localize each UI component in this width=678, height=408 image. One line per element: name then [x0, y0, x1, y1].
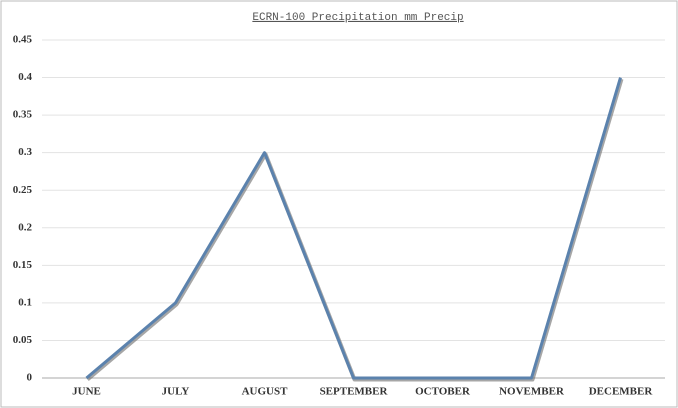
y-tick-label: 0.05 — [13, 334, 33, 346]
y-tick-label: 0.1 — [18, 296, 32, 308]
y-tick-label: 0.4 — [18, 71, 32, 83]
y-tick-label: 0.15 — [13, 259, 33, 271]
x-tick-label: NOVEMBER — [499, 386, 565, 398]
y-tick-label: 0.2 — [18, 221, 32, 233]
line — [85, 77, 622, 380]
chart-title: ECRN-100 Precipitation mm Precip — [252, 12, 463, 24]
x-tick-label: JUNE — [72, 386, 101, 398]
y-tick-label: 0.35 — [13, 109, 33, 121]
y-tick-label: 0.45 — [13, 34, 33, 46]
x-tick-label: OCTOBER — [415, 386, 471, 398]
x-tick-label: SEPTEMBER — [320, 386, 389, 398]
y-tick-label: 0.25 — [13, 184, 33, 196]
x-tick-label: JULY — [162, 386, 190, 398]
x-tick-label: DECEMBER — [589, 386, 654, 398]
y-tick-label: 0.3 — [18, 146, 32, 158]
x-tick-label: AUGUST — [242, 386, 289, 398]
y-tick-label: 0 — [27, 372, 33, 384]
